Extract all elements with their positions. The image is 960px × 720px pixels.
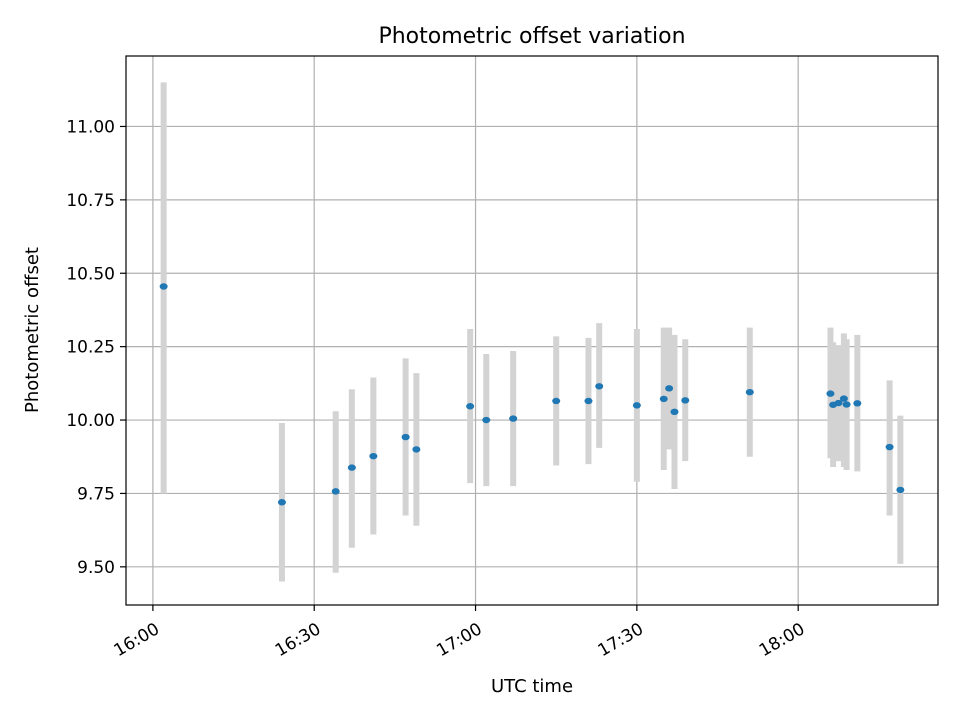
x-tick-label: 18:00	[756, 619, 808, 661]
data-point	[369, 452, 378, 460]
y-tick-label: 11.00	[66, 117, 115, 137]
x-axis-label: UTC time	[491, 676, 573, 697]
grid	[126, 56, 938, 605]
data-point	[745, 388, 754, 396]
x-tick-label: 16:30	[272, 619, 324, 661]
x-tick-label: 16:00	[111, 619, 163, 661]
data-point	[331, 488, 340, 495]
data-point	[347, 464, 356, 471]
error-bars	[160, 82, 904, 582]
plot-frame	[125, 55, 939, 606]
data-point	[466, 403, 475, 410]
data-points	[159, 283, 905, 506]
data-point	[853, 400, 862, 407]
data-point	[670, 408, 679, 416]
data-point	[482, 416, 491, 424]
data-point	[632, 402, 641, 409]
data-point	[659, 395, 668, 403]
chart-title: Photometric offset variation	[378, 24, 685, 49]
data-point	[665, 385, 674, 392]
x-tick-label: 17:30	[595, 619, 647, 661]
x-tick-label: 17:00	[433, 619, 485, 661]
data-point	[552, 397, 561, 405]
data-point	[595, 383, 604, 390]
data-point	[896, 486, 905, 494]
data-point	[842, 401, 851, 408]
y-tick-label: 9.75	[77, 484, 115, 504]
data-point	[584, 397, 593, 405]
data-point	[885, 443, 894, 451]
data-point	[277, 499, 286, 506]
data-point	[681, 397, 690, 404]
y-tick-label: 10.00	[66, 411, 115, 431]
x-axis-ticks: 16:00 16:30 17:00 17:30 18:00	[111, 605, 808, 661]
data-point	[509, 415, 518, 422]
y-tick-label: 10.75	[66, 191, 115, 211]
data-point	[834, 399, 843, 407]
y-tick-label: 10.50	[66, 264, 115, 284]
y-axis-ticks: 9.50 9.75 10.00 10.25 10.50 10.75 11.00	[66, 117, 126, 578]
y-tick-label: 10.25	[66, 338, 115, 358]
data-point	[401, 433, 410, 441]
data-point	[826, 390, 835, 397]
y-axis-label: Photometric offset	[22, 247, 43, 413]
data-point	[839, 395, 848, 402]
y-tick-label: 9.50	[77, 558, 115, 578]
data-point	[412, 446, 421, 453]
data-point	[159, 283, 168, 290]
